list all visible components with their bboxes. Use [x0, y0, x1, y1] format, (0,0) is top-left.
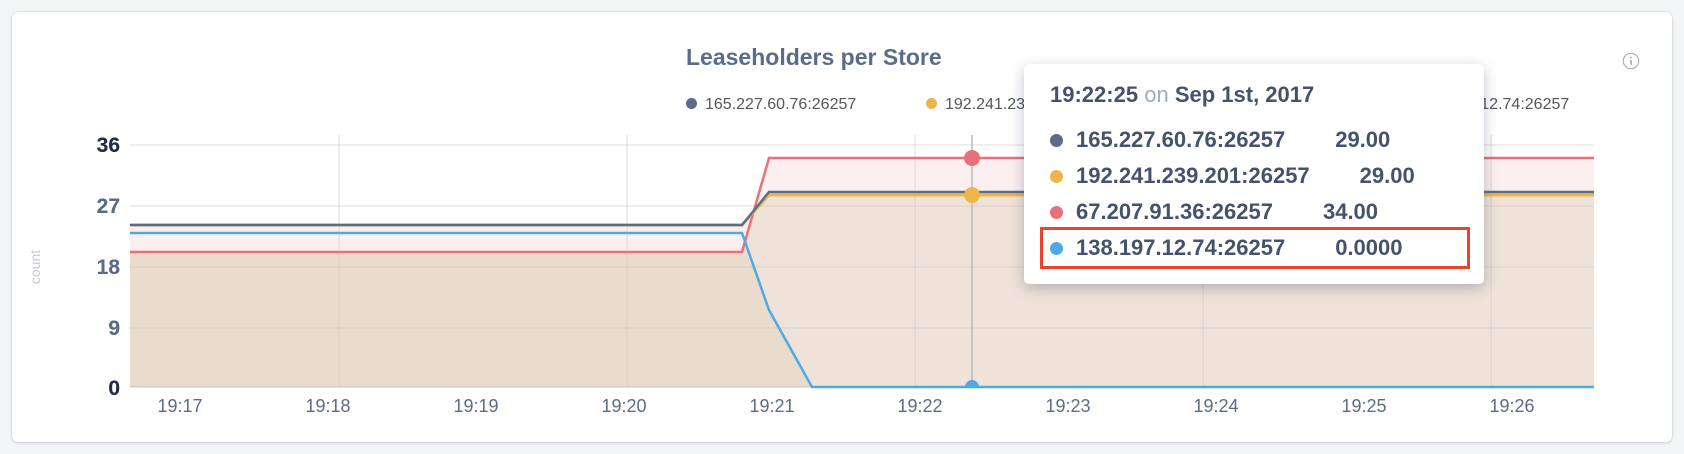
svg-text:count: count — [27, 250, 43, 284]
svg-text:19:23: 19:23 — [1045, 396, 1090, 416]
svg-text:19:25: 19:25 — [1341, 396, 1386, 416]
svg-text:19:21: 19:21 — [749, 396, 794, 416]
svg-text:19:22: 19:22 — [897, 396, 942, 416]
svg-text:18: 18 — [97, 256, 121, 279]
svg-text:36: 36 — [97, 134, 120, 157]
svg-text:0: 0 — [108, 377, 120, 400]
svg-text:19:20: 19:20 — [601, 396, 646, 416]
svg-text:19:19: 19:19 — [453, 396, 498, 416]
svg-text:19:24: 19:24 — [1193, 396, 1238, 416]
svg-text:19:26: 19:26 — [1489, 396, 1534, 416]
svg-text:19:17: 19:17 — [157, 396, 202, 416]
svg-text:9: 9 — [108, 317, 120, 340]
svg-text:27: 27 — [97, 195, 120, 218]
svg-text:19:18: 19:18 — [305, 396, 350, 416]
